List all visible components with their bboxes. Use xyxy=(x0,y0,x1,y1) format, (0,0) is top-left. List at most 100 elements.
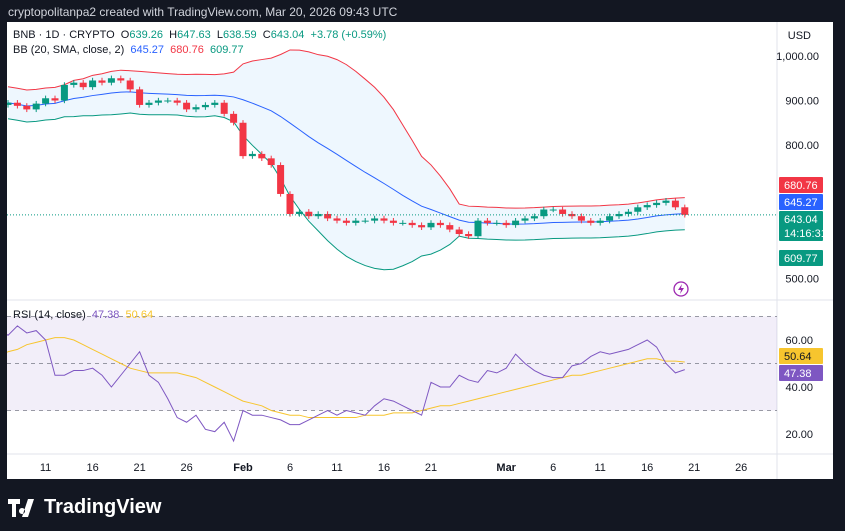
chart-panel[interactable]: 1,000.00 900.00 800.00 500.00 60.00 40.00 20.0… xyxy=(7,22,833,479)
candle-body xyxy=(371,218,379,221)
candle-body xyxy=(671,200,679,208)
time-tick-label: 16 xyxy=(641,462,653,474)
symbol-legend: BNB · 1D · CRYPTO O639.26 H647.63 L638.5… xyxy=(13,29,386,41)
chart-canvas[interactable]: 1,000.00 900.00 800.00 500.00 60.00 40.00 20.0… xyxy=(7,22,833,479)
candle-body xyxy=(653,202,661,206)
candle-body xyxy=(295,211,303,214)
rsi-legend[interactable]: RSI (14, close) 47.38 50.64 xyxy=(13,309,153,321)
time-tick-label: 21 xyxy=(425,462,437,474)
candle-body xyxy=(465,234,473,237)
time-tick-label: 26 xyxy=(180,462,192,474)
candle-body xyxy=(211,102,219,105)
candle-body xyxy=(154,100,162,103)
candle-body xyxy=(512,220,520,226)
rsi-label: RSI (14, close) xyxy=(13,309,86,321)
price-tick-label: 1,000.00 xyxy=(776,51,819,63)
last-price-tag xyxy=(779,211,823,241)
time-tick-label: 11 xyxy=(40,462,51,474)
symbol-name[interactable]: BNB · 1D · CRYPTO xyxy=(13,29,115,41)
bb-lower-tag xyxy=(779,250,823,266)
candle-body xyxy=(596,220,604,223)
time-tick-label: 26 xyxy=(735,462,747,474)
candle-body xyxy=(606,216,614,221)
countdown-label: 14:16:31 xyxy=(784,228,827,240)
close-label: C xyxy=(262,29,271,41)
candle-body xyxy=(455,229,463,234)
candle-body xyxy=(399,222,407,224)
rsi-ma-value: 50.64 xyxy=(125,309,154,321)
candle-body xyxy=(361,220,369,222)
rsi-ma-line xyxy=(7,337,685,419)
candle-body xyxy=(183,102,191,110)
candle-body xyxy=(267,158,275,166)
rsi-tag xyxy=(779,365,823,381)
open-label: O xyxy=(120,29,130,41)
time-tick-label: 16 xyxy=(378,462,390,474)
time-tick-label: 11 xyxy=(331,462,342,474)
time-tick-label: 6 xyxy=(287,462,293,474)
candle-body xyxy=(51,98,59,101)
candle-body xyxy=(530,216,538,219)
candle-body xyxy=(173,100,181,103)
tradingview-logo-icon xyxy=(8,498,34,517)
price-tick-label: 800.00 xyxy=(785,140,819,152)
bb-basis: 645.27 xyxy=(130,44,165,56)
bb-fill xyxy=(8,49,685,270)
tradingview-logo: TradingView xyxy=(8,496,161,519)
low-label: L xyxy=(216,29,223,41)
candle-body xyxy=(305,211,313,217)
currency-label[interactable]: USD xyxy=(787,30,811,42)
candle-body xyxy=(681,207,689,215)
candle-body xyxy=(42,98,50,104)
candle-body xyxy=(643,205,651,208)
time-tick-label: 11 xyxy=(594,462,605,474)
bb-upper-line xyxy=(7,49,685,209)
candle-body xyxy=(549,209,557,211)
time-tick-label: 21 xyxy=(688,462,700,474)
candle-body xyxy=(164,100,172,102)
candle-body xyxy=(587,220,595,223)
candle-body xyxy=(23,105,31,110)
candle-body xyxy=(483,220,491,223)
candle-body xyxy=(474,220,482,237)
candle-body xyxy=(126,80,134,90)
candle-body xyxy=(98,80,106,83)
time-tick-label: 21 xyxy=(133,462,145,474)
candle-body xyxy=(333,218,341,221)
candle-body xyxy=(342,220,350,223)
candle-body xyxy=(201,104,209,108)
rsi-value: 47.38 xyxy=(91,309,120,321)
event-lightning-icon xyxy=(673,281,689,297)
candle-body xyxy=(502,222,510,226)
candle-body xyxy=(662,200,670,203)
candle-body xyxy=(13,102,21,106)
rsi-tick-label: 20.00 xyxy=(785,429,813,441)
candle-body xyxy=(540,209,548,217)
time-tick-label: Feb xyxy=(233,462,253,474)
candle-body xyxy=(145,102,153,105)
candle-body xyxy=(446,225,454,230)
candle-body xyxy=(380,218,388,221)
high-label: H xyxy=(169,29,178,41)
bb-upper: 680.76 xyxy=(170,44,204,56)
candle-body xyxy=(324,213,332,219)
candle-body xyxy=(239,122,247,157)
change-value: +3.78 (+0.59%) xyxy=(310,29,387,41)
bb-upper-tag xyxy=(779,177,823,193)
candle-body xyxy=(521,218,529,221)
candle-body xyxy=(418,225,426,228)
bb-lower-tag-label: 609.77 xyxy=(784,253,818,265)
bb-upper-tag-label: 680.76 xyxy=(784,180,818,192)
bb-lower-line xyxy=(7,112,685,271)
bb-legend[interactable]: BB (20, SMA, close, 2) 645.27 680.76 609… xyxy=(13,44,244,56)
bb-basis-tag-label: 645.27 xyxy=(784,197,818,209)
candle-body xyxy=(258,153,266,159)
price-tick-label: 900.00 xyxy=(785,96,819,108)
bb-label: BB (20, SMA, close, 2) xyxy=(13,44,125,56)
rsi-tag-label: 47.38 xyxy=(784,368,812,380)
candle-body xyxy=(192,107,200,110)
candle-body xyxy=(79,82,87,88)
bb-basis-tag xyxy=(779,194,823,210)
candle-body xyxy=(89,80,97,88)
time-tick-label: 16 xyxy=(86,462,98,474)
